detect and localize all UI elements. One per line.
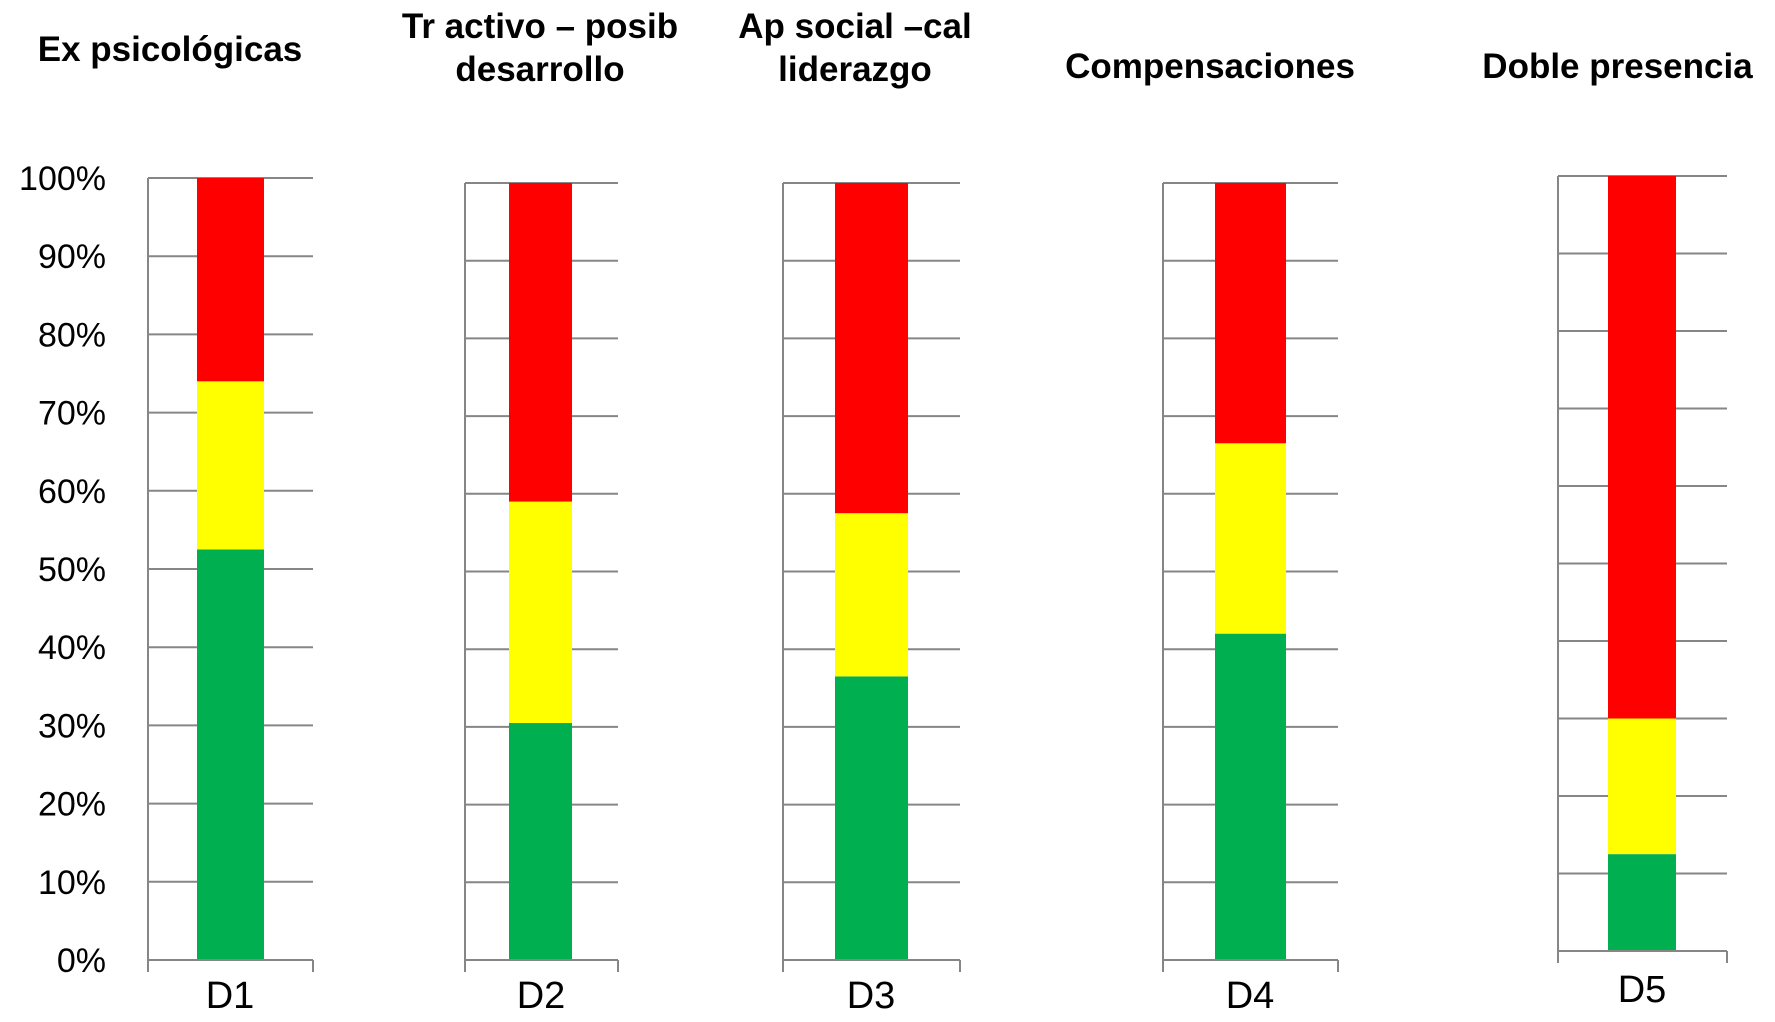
bar-segment-green	[509, 723, 572, 960]
panel-title-d2: Tr activo – posib desarrollo	[401, 7, 679, 89]
y-tick-label: 20%	[38, 786, 106, 824]
x-category-label: D5	[1618, 969, 1667, 1011]
panel-title-d5: Doble presencia	[1482, 47, 1753, 86]
y-tick-label: 100%	[19, 160, 106, 198]
bar-segment-green	[1215, 633, 1286, 960]
bar-segment-red	[835, 183, 908, 514]
x-category-label: D1	[206, 975, 255, 1017]
y-tick-label: 70%	[38, 395, 106, 433]
y-tick-label: 90%	[38, 238, 106, 276]
plot-d5: D5	[1557, 175, 1728, 1011]
bar-segment-yellow	[197, 381, 264, 550]
x-category-label: D4	[1226, 975, 1275, 1017]
panel-title-d3: Ap social –cal liderazgo	[738, 7, 972, 89]
y-tick-label: 80%	[38, 316, 106, 354]
bar-segment-red	[197, 178, 264, 382]
y-tick-label: 0%	[57, 942, 106, 980]
panel-title-d4: Compensaciones	[1065, 47, 1355, 86]
bar-segment-yellow	[1608, 718, 1676, 855]
bar-segment-green	[1608, 854, 1676, 951]
plot-d3: D3	[782, 182, 961, 1017]
bar-segment-green	[835, 676, 908, 960]
y-tick-label: 50%	[38, 551, 106, 589]
plot-d4: D4	[1162, 182, 1339, 1017]
plot-d1: 0% 10% 20% 30% 40% 50% 60% 70% 80% 90% 100% D1	[19, 160, 314, 1017]
bar-segment-red	[509, 183, 572, 502]
bar-segment-red	[1215, 183, 1286, 444]
panel-title-d1: Ex psicológicas	[37, 30, 303, 69]
bar-segment-yellow	[509, 501, 572, 724]
bar-segment-red	[1608, 176, 1676, 719]
y-tick-label: 10%	[38, 864, 106, 902]
bar-segment-yellow	[835, 513, 908, 677]
plot-d2: D2	[464, 182, 619, 1017]
y-tick-label: 30%	[38, 707, 106, 745]
y-tick-label: 40%	[38, 629, 106, 667]
bar-segment-green	[197, 549, 264, 960]
bar-segment-yellow	[1215, 443, 1286, 634]
x-category-label: D3	[847, 975, 896, 1017]
y-tick-label: 60%	[38, 473, 106, 511]
x-category-label: D2	[517, 975, 566, 1017]
